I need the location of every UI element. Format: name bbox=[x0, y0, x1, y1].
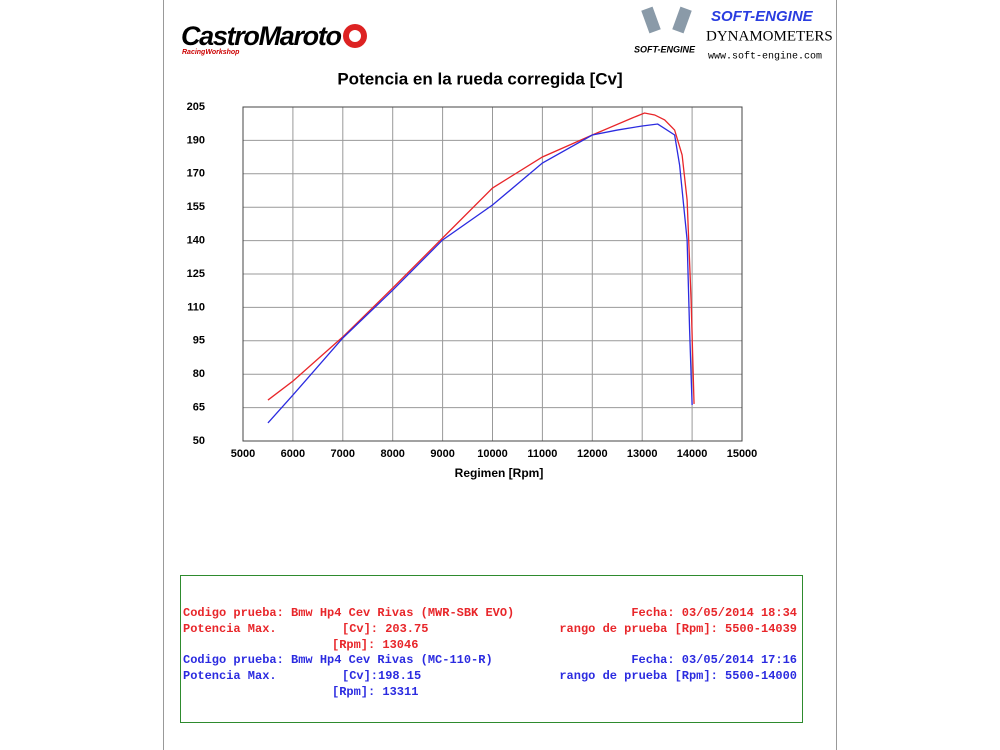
dyno-brand: SOFT-ENGINE bbox=[711, 8, 814, 25]
x-tick-label: 12000 bbox=[577, 448, 608, 460]
x-tick-label: 8000 bbox=[380, 448, 404, 460]
dyno-brand-small: SOFT-ENGINE bbox=[634, 44, 696, 54]
x-tick-label: 14000 bbox=[677, 448, 708, 460]
brand-sub: RacingWorkshop bbox=[182, 49, 240, 56]
line-series bbox=[267, 112, 695, 404]
test-range: rango de prueba [Rpm]: 5500-14039 bbox=[559, 622, 797, 636]
test-range: rango de prueba [Rpm]: 5500-14000 bbox=[559, 669, 797, 683]
test-code: Codigo prueba: Bmw Hp4 Cev Rivas (MWR-SB… bbox=[183, 606, 514, 620]
x-axis-title: Regimen [Rpm] bbox=[455, 466, 544, 480]
x-tick-label: 10000 bbox=[477, 448, 508, 460]
y-tick-label: 110 bbox=[187, 301, 205, 313]
dyno-url: www.soft-engine.com bbox=[708, 51, 822, 63]
x-tick-label: 7000 bbox=[331, 448, 355, 460]
dyno-type: DYNAMOMETERS bbox=[706, 28, 833, 44]
x-tick-label: 9000 bbox=[430, 448, 454, 460]
y-tick-label: 65 bbox=[193, 402, 205, 414]
x-tick-label: 5000 bbox=[231, 448, 255, 460]
brand: CastroMaroto bbox=[181, 21, 342, 51]
x-tick-label: 6000 bbox=[281, 448, 305, 460]
test-code: Codigo prueba: Bmw Hp4 Cev Rivas (MC-110… bbox=[183, 653, 493, 667]
report-box bbox=[180, 575, 803, 723]
test-date: Fecha: 03/05/2014 17:16 bbox=[631, 653, 797, 667]
line-series bbox=[267, 123, 693, 424]
y-tick-label: 170 bbox=[187, 168, 205, 180]
max-power: [Cv]:198.15 bbox=[342, 669, 421, 683]
y-tick-label: 50 bbox=[193, 435, 205, 447]
y-tick-label: 125 bbox=[187, 268, 205, 280]
y-tick-label: 155 bbox=[187, 201, 205, 213]
piston-icon bbox=[641, 6, 661, 34]
power-label: Potencia Max. bbox=[183, 622, 277, 636]
y-tick-label: 80 bbox=[193, 368, 205, 380]
x-tick-label: 13000 bbox=[627, 448, 658, 460]
y-tick-label: 205 bbox=[187, 101, 205, 113]
x-tick-label: 15000 bbox=[727, 448, 758, 460]
y-tick-label: 190 bbox=[187, 134, 205, 146]
y-tick-label: 95 bbox=[193, 335, 205, 347]
max-power-rpm: [Rpm]: 13046 bbox=[332, 638, 418, 652]
chart-title: Potencia en la rueda corregida [Cv] bbox=[337, 69, 622, 88]
brand-logo bbox=[349, 30, 361, 42]
y-tick-label: 140 bbox=[187, 235, 205, 247]
x-tick-label: 11000 bbox=[527, 448, 557, 460]
test-date: Fecha: 03/05/2014 18:34 bbox=[631, 606, 797, 620]
max-power: [Cv]: 203.75 bbox=[342, 622, 428, 636]
piston-icon bbox=[672, 6, 692, 34]
plot-border bbox=[242, 106, 743, 442]
power-label: Potencia Max. bbox=[183, 669, 277, 683]
max-power-rpm: [Rpm]: 13311 bbox=[332, 685, 418, 699]
